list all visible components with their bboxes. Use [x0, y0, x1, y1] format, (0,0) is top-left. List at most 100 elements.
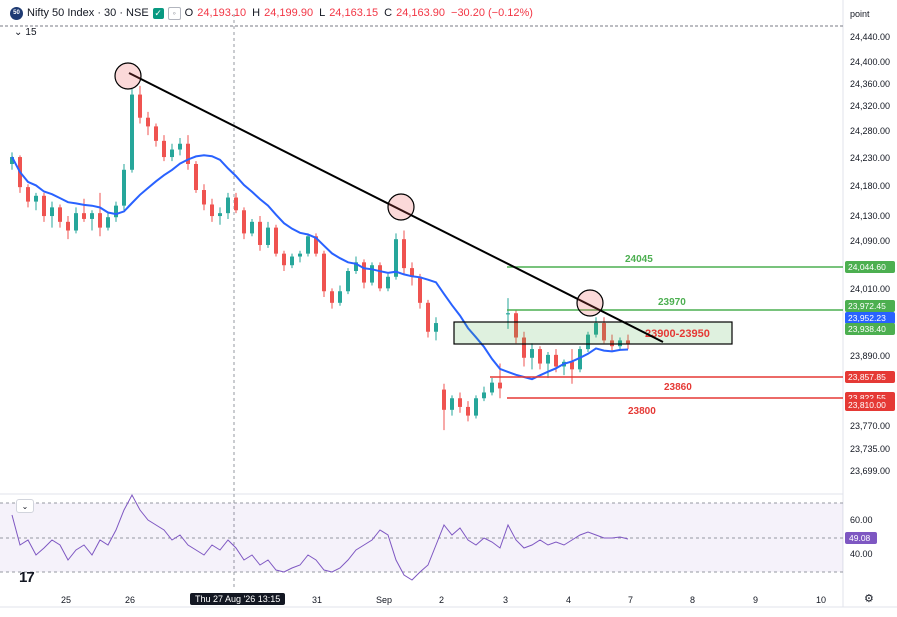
- rsi-tick-60: 60.00: [850, 515, 873, 525]
- candle-body: [458, 398, 462, 407]
- candle-body: [506, 313, 510, 315]
- candle-body: [546, 354, 550, 364]
- candle-body: [202, 190, 206, 205]
- interval-count: 15: [25, 27, 37, 38]
- y-tick-label: 24,230.00: [850, 153, 890, 163]
- candle-body: [10, 157, 14, 164]
- y-tick-label: 23,735.00: [850, 444, 890, 454]
- candle-body: [290, 256, 294, 266]
- candle-body: [130, 94, 134, 170]
- rsi-value-tag: [845, 532, 877, 544]
- rsi-line: [11, 493, 629, 581]
- candle-body: [122, 169, 126, 206]
- high-label: H: [252, 7, 261, 19]
- cursor-time-label: Thu 27 Aug '26 13:15: [190, 593, 286, 605]
- candle-body: [498, 382, 502, 389]
- candle-body: [170, 149, 174, 158]
- candle-body: [74, 213, 78, 231]
- candle-body: [378, 265, 382, 289]
- candle-body: [346, 271, 350, 292]
- candle-body: [610, 340, 614, 347]
- zone-label: 23900-23950: [645, 328, 710, 340]
- candle-body: [602, 323, 606, 341]
- candle-body: [26, 187, 30, 202]
- low-label: L: [319, 7, 326, 19]
- high-value: 24,199.90: [264, 7, 314, 19]
- candle-body: [274, 227, 278, 254]
- candle-body: [578, 349, 582, 370]
- eye-icon[interactable]: ◦: [167, 6, 181, 20]
- x-tick-label: 9: [753, 595, 758, 605]
- candle-body: [242, 210, 246, 234]
- trend-line: [128, 72, 664, 343]
- candle-body: [322, 253, 326, 292]
- price-tag-label: 23,857.85: [848, 372, 886, 382]
- level-label-23860: 23860: [664, 382, 692, 393]
- candle-body: [106, 217, 110, 228]
- tradingview-logo-icon: 17: [19, 569, 35, 586]
- x-tick-label: Sep: [376, 595, 392, 605]
- x-tick-label: 25: [61, 595, 71, 605]
- price-scale-label: point: [850, 9, 870, 19]
- price-tag: [845, 323, 895, 335]
- level-label-23970: 23970: [658, 297, 686, 308]
- price-tag: [845, 300, 895, 312]
- candle-body: [282, 253, 286, 266]
- candle-body: [474, 398, 478, 416]
- candle-body: [114, 205, 118, 218]
- y-tick-label: 24,010.00: [850, 284, 890, 294]
- y-tick-label: 24,440.00: [850, 32, 890, 42]
- touch-circle: [576, 289, 604, 317]
- candle-body: [98, 213, 102, 228]
- candle-body: [138, 94, 142, 118]
- price-tag: [845, 371, 895, 383]
- y-tick-label: 24,090.00: [850, 236, 890, 246]
- y-tick-label: 24,320.00: [850, 101, 890, 111]
- support-zone-box: [453, 321, 733, 345]
- y-tick-label: 24,130.00: [850, 211, 890, 221]
- candle-body: [618, 340, 622, 347]
- candle-body: [370, 265, 374, 283]
- close-label: C: [384, 7, 393, 19]
- gear-icon[interactable]: ⚙: [864, 593, 874, 605]
- candle-body: [362, 262, 366, 283]
- x-tick-label: 2: [439, 595, 444, 605]
- x-tick-label: 7: [628, 595, 633, 605]
- y-tick-label: 24,360.00: [850, 79, 890, 89]
- candle-body: [90, 213, 94, 219]
- candle-body: [426, 302, 430, 332]
- x-tick-label: 3: [503, 595, 508, 605]
- candle-body: [434, 323, 438, 332]
- candle-body: [42, 195, 46, 217]
- symbol-header: 50 Nifty 50 Index · 30 · NSE ✓ ◦ O 24,193…: [10, 4, 533, 22]
- candle-body: [354, 262, 358, 272]
- candle-body: [82, 213, 86, 219]
- candle-body: [330, 291, 334, 303]
- price-tag-label: 23,938.40: [848, 324, 886, 334]
- candle-body: [530, 349, 534, 358]
- candle-body: [538, 349, 542, 364]
- y-tick-label: 23,890.00: [850, 351, 890, 361]
- y-tick-label: 24,180.00: [850, 181, 890, 191]
- low-value: 24,163.15: [329, 7, 379, 19]
- symbol-title[interactable]: Nifty 50 Index · 30 · NSE: [27, 7, 149, 19]
- level-label-23800: 23800: [628, 406, 656, 417]
- candle-body: [154, 126, 158, 141]
- interval-badge[interactable]: ⌄ 15: [14, 27, 37, 38]
- touch-circle: [114, 62, 142, 90]
- price-tag: [845, 312, 895, 324]
- candle-body: [514, 313, 518, 338]
- candle-body: [522, 337, 526, 358]
- x-tick-label: 4: [566, 595, 571, 605]
- x-tick-label: 31: [312, 595, 322, 605]
- candle-body: [306, 236, 310, 254]
- rsi-collapse-button[interactable]: ⌄: [16, 499, 34, 513]
- change-value: −30.20 (−0.12%): [451, 7, 533, 19]
- candle-body: [418, 276, 422, 303]
- candle-body: [298, 253, 302, 257]
- touch-circle: [387, 193, 415, 221]
- candle-body: [226, 197, 230, 214]
- x-tick-label: 8: [690, 595, 695, 605]
- y-tick-label: 24,400.00: [850, 57, 890, 67]
